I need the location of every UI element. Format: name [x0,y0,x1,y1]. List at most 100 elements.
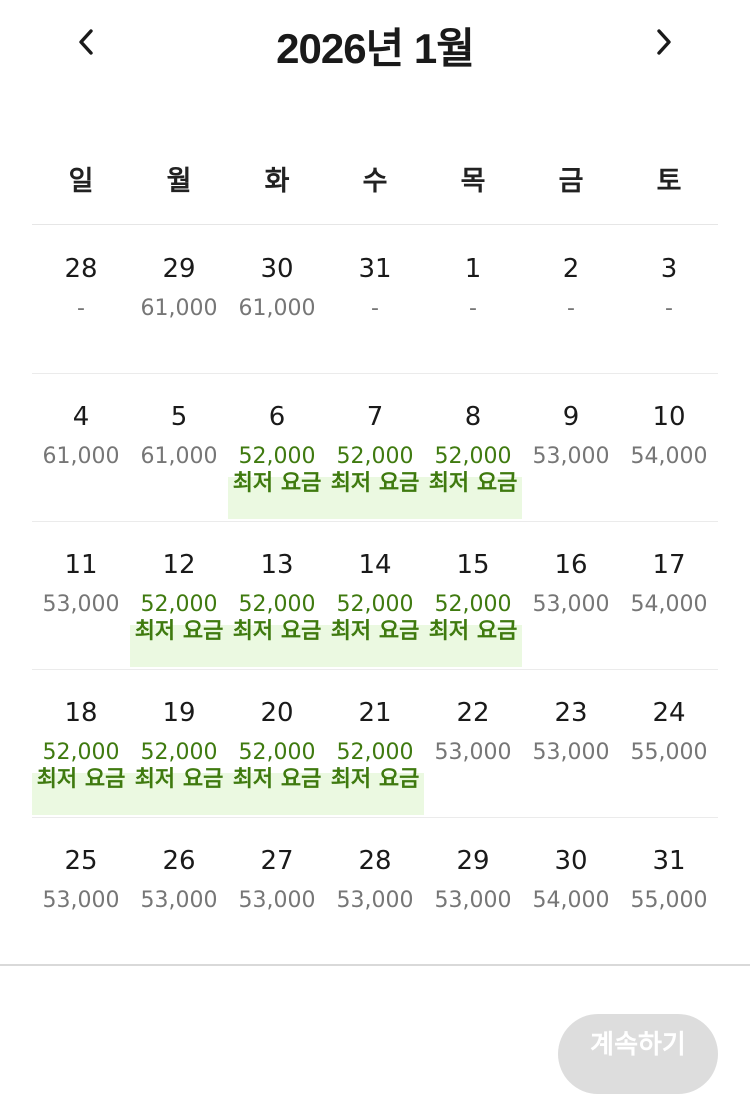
day-price: 54,000 [630,592,708,617]
day-number: 14 [358,550,392,580]
calendar-day-cell[interactable]: 31 - [326,225,424,373]
weekday-wed: 수 [362,166,388,197]
day-number: 22 [456,698,490,728]
calendar-day-cell[interactable]: 7 52,000 최저 요금 [326,373,424,521]
day-price: 54,000 [630,444,708,469]
day-number: 7 [366,402,384,432]
week-divider [32,521,718,522]
day-number: 13 [260,550,294,580]
calendar-day-cell[interactable]: 28 - [32,225,130,373]
calendar-day-cell[interactable]: 26 53,000 [130,817,228,965]
day-price: 61,000 [140,444,218,469]
calendar-day-cell[interactable]: 21 52,000 최저 요금 [326,669,424,817]
lowest-price-label: 최저 요금 [330,471,420,496]
calendar-day-cell[interactable]: 29 61,000 [130,225,228,373]
day-number: 1 [464,254,482,284]
day-price: 52,000 [140,592,218,617]
calendar-day-cell[interactable]: 29 53,000 [424,817,522,965]
calendar-day-cell[interactable]: 6 52,000 최저 요금 [228,373,326,521]
day-number: 8 [464,402,482,432]
calendar-day-cell[interactable]: 14 52,000 최저 요금 [326,521,424,669]
calendar-day-cell[interactable]: 23 53,000 [522,669,620,817]
lowest-price-label: 최저 요금 [330,767,420,792]
calendar-day-cell[interactable]: 1- [424,225,522,373]
calendar-day-cell[interactable]: 30 54,000 [522,817,620,965]
calendar-header: 2026년 1월 [0,0,750,100]
day-price: 52,000 [140,740,218,765]
day-price: 61,000 [42,444,120,469]
calendar-day-cell[interactable]: 5 61,000 [130,373,228,521]
day-price: 53,000 [42,888,120,913]
calendar-day-cell[interactable]: 27 53,000 [228,817,326,965]
calendar-day-cell[interactable]: 13 52,000 최저 요금 [228,521,326,669]
day-price: 55,000 [630,740,708,765]
day-price: 52,000 [238,740,316,765]
day-number: 10 [652,402,686,432]
calendar-day-cell[interactable]: 4 61,000 [32,373,130,521]
calendar-day-cell[interactable]: 12 52,000 최저 요금 [130,521,228,669]
day-price: 52,000 [434,592,512,617]
lowest-price-label: 최저 요금 [428,471,518,496]
lowest-price-label: 최저 요금 [36,767,126,792]
day-number: 24 [652,698,686,728]
day-price: 52,000 [42,740,120,765]
day-number: 2 [562,254,580,284]
day-price: 52,000 [336,444,414,469]
day-number: 28 [358,846,392,876]
day-number: 18 [64,698,98,728]
day-price: 53,000 [42,592,120,617]
day-number: 31 [652,846,686,876]
month-title: 2026년 1월 [276,25,475,72]
day-price: 54,000 [532,888,610,913]
day-number: 31 [358,254,392,284]
calendar-day-cell[interactable]: 19 52,000 최저 요금 [130,669,228,817]
day-number: 5 [170,402,188,432]
calendar-day-cell[interactable]: 9 53,000 [522,373,620,521]
week-divider [32,669,718,670]
day-number: 12 [162,550,196,580]
weekday-sat: 토 [656,166,682,197]
lowest-price-label: 최저 요금 [232,767,322,792]
lowest-price-label: 최저 요금 [232,619,322,644]
day-number: 29 [162,254,196,284]
day-price: 53,000 [532,444,610,469]
footer-divider [0,964,750,966]
day-number: 21 [358,698,392,728]
day-number: 16 [554,550,588,580]
day-price: 53,000 [434,888,512,913]
day-number: 4 [72,402,90,432]
calendar-day-cell[interactable]: 25 53,000 [32,817,130,965]
calendar-day-cell[interactable]: 11 53,000 [32,521,130,669]
calendar-day-cell[interactable]: 15 52,000 최저 요금 [424,521,522,669]
day-number: 11 [64,550,98,580]
calendar-day-cell[interactable]: 28 53,000 [326,817,424,965]
calendar-day-cell[interactable]: 2- [522,225,620,373]
calendar-day-cell[interactable]: 8 52,000 최저 요금 [424,373,522,521]
weekday-header: 일 월 화 수 목 금 토 [32,160,718,204]
day-price: 52,000 [434,444,512,469]
calendar-day-cell[interactable]: 3- [620,225,718,373]
day-price: 52,000 [238,444,316,469]
day-price: 53,000 [140,888,218,913]
calendar-day-cell[interactable]: 30 61,000 [228,225,326,373]
chevron-left-icon [79,29,93,55]
calendar-day-cell[interactable]: 24 55,000 [620,669,718,817]
calendar-day-cell[interactable]: 31 55,000 [620,817,718,965]
prev-month-button[interactable] [66,22,106,62]
week-divider [32,817,718,818]
day-price: - [469,296,477,321]
calendar-day-cell[interactable]: 16 53,000 [522,521,620,669]
calendar-day-cell[interactable]: 18 52,000 최저 요금 [32,669,130,817]
day-number: 19 [162,698,196,728]
calendar-day-cell[interactable]: 22 53,000 [424,669,522,817]
day-price: 52,000 [336,740,414,765]
next-month-button[interactable] [644,22,684,62]
continue-button[interactable]: 계속하기 [558,1014,718,1094]
calendar-day-cell[interactable]: 20 52,000 최저 요금 [228,669,326,817]
day-number: 27 [260,846,294,876]
calendar-day-cell[interactable]: 17 54,000 [620,521,718,669]
day-price: - [371,296,379,321]
day-number: 15 [456,550,490,580]
calendar-day-cell[interactable]: 10 54,000 [620,373,718,521]
day-number: 25 [64,846,98,876]
